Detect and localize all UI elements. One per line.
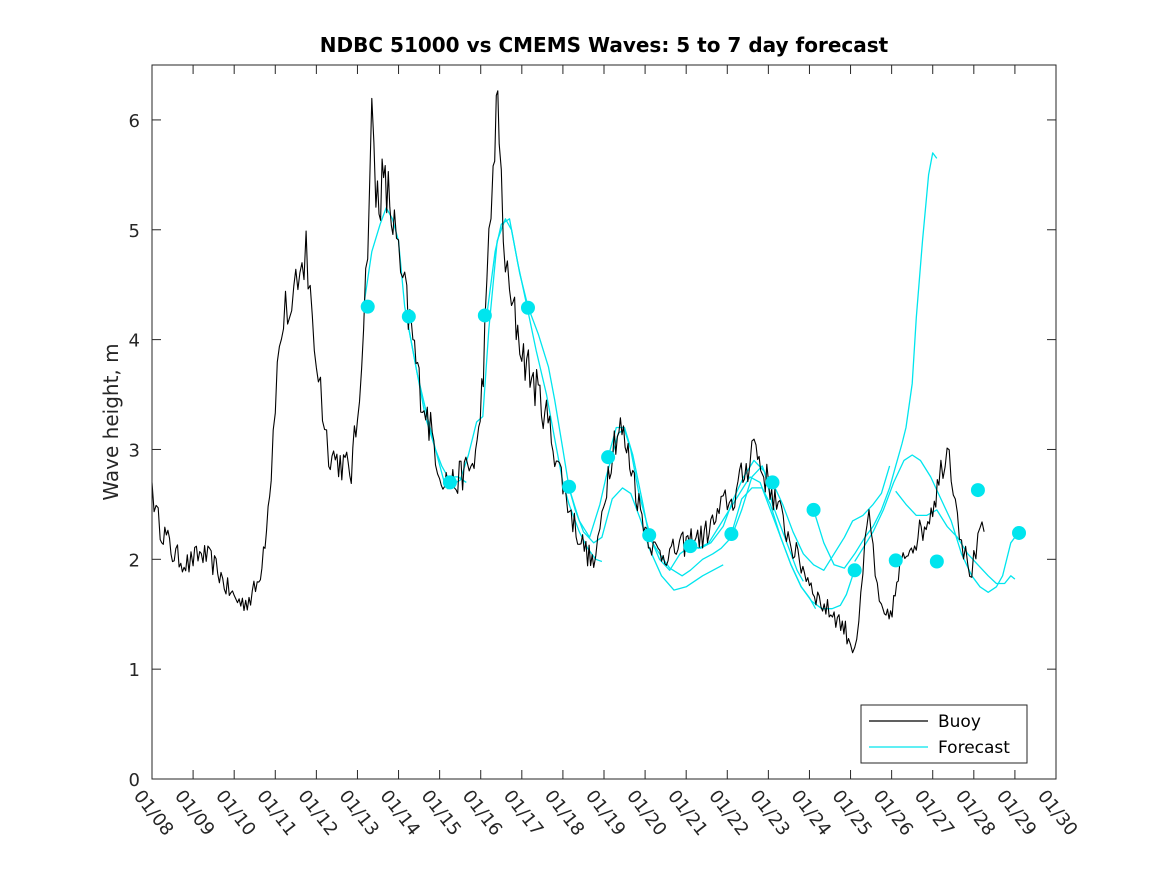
forecast-line-2 (486, 218, 603, 563)
plot-area (152, 65, 1056, 779)
y-tick-label-0: 0 (129, 770, 140, 791)
forecast-marker-4 (520, 300, 535, 315)
buoy-series-line (151, 90, 985, 654)
forecast-line-1 (406, 218, 529, 486)
forecast-marker-11 (806, 502, 821, 517)
forecast-marker-10 (765, 475, 780, 490)
legend-forecast-label: Forecast (938, 738, 1010, 758)
y-axis-ticks: 0 1 2 3 4 5 6 (129, 111, 1056, 791)
y-tick-label-4: 4 (129, 331, 140, 352)
forecast-line-9 (771, 465, 891, 571)
forecast-marker-3 (477, 308, 492, 323)
forecast-marker-6 (601, 450, 616, 465)
forecast-line-6 (648, 459, 804, 582)
forecast-markers (360, 299, 1027, 578)
forecast-marker-14 (929, 554, 944, 569)
forecast-marker-0 (360, 299, 375, 314)
legend-box (860, 704, 1028, 764)
chart-title: NDBC 51000 vs CMEMS Waves: 5 to 7 day fo… (320, 33, 889, 57)
forecast-line-11 (854, 454, 1016, 593)
forecast-line-4 (568, 487, 724, 591)
y-axis-label: Wave height, m (99, 343, 123, 500)
forecast-marker-1 (401, 309, 416, 324)
y-tick-label-5: 5 (129, 221, 140, 242)
forecast-line-8 (730, 487, 854, 610)
forecast-marker-16 (1012, 525, 1027, 540)
legend: Buoy Forecast (860, 704, 1028, 764)
forecast-marker-5 (562, 479, 577, 494)
forecast-marker-8 (683, 539, 698, 554)
forecast-line-10 (812, 152, 938, 569)
forecast-marker-7 (642, 528, 657, 543)
forecast-marker-12 (847, 563, 862, 578)
forecast-marker-2 (442, 475, 457, 490)
y-tick-label-6: 6 (129, 111, 140, 132)
y-tick-label-3: 3 (129, 440, 140, 461)
plot-frame (151, 64, 1057, 780)
y-tick-label-2: 2 (129, 550, 140, 571)
y-tick-label-1: 1 (129, 660, 140, 681)
forecast-marker-15 (970, 483, 985, 498)
forecast-line-5 (607, 426, 772, 577)
legend-buoy-label: Buoy (938, 712, 981, 732)
forecast-series (362, 152, 1016, 610)
forecast-marker-13 (888, 553, 903, 568)
forecast-marker-9 (724, 527, 739, 542)
